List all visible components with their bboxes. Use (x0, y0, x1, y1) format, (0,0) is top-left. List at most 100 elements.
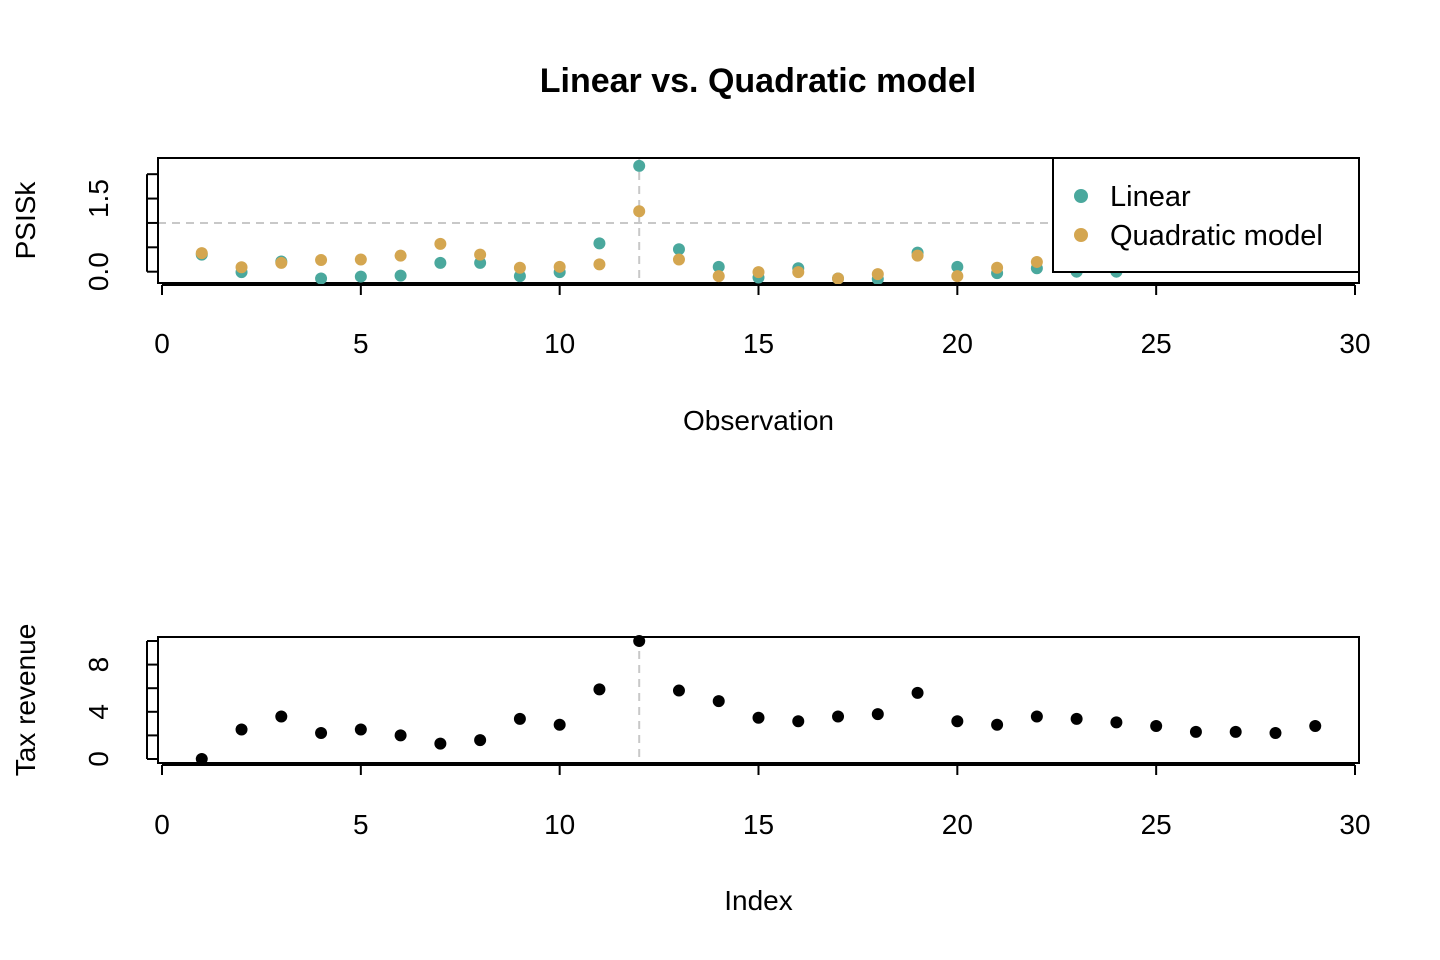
linear-point (434, 256, 447, 269)
quadratic-model-point (951, 270, 964, 283)
x-axis-label: Observation (683, 405, 834, 436)
data-point (1030, 710, 1043, 723)
quadratic-model-point (832, 272, 845, 285)
data-point (315, 727, 328, 740)
data-point (275, 710, 288, 723)
data-point (553, 718, 566, 731)
data-point (752, 711, 765, 724)
quadratic-model-point (871, 268, 884, 281)
quadratic-model-point (354, 253, 367, 266)
data-point (235, 723, 248, 736)
quadratic-model-point (275, 256, 288, 269)
quadratic-model-point (434, 237, 447, 250)
linear-point (315, 272, 328, 285)
x-tick-label: 30 (1339, 328, 1370, 359)
quadratic-model-point (792, 266, 805, 279)
y-axis: 0.0 1.5 (83, 173, 157, 291)
y-axis-label: Tax revenue (10, 624, 41, 777)
data-points (195, 159, 1123, 285)
x-axis: 0 5 10 15 20 25 30 (154, 764, 1371, 840)
y-tick-label: 0 (83, 751, 114, 767)
data-point (354, 723, 367, 736)
data-point (991, 718, 1004, 731)
quadratic-model-point (1030, 255, 1043, 268)
data-point (1229, 725, 1242, 738)
tax-revenue-panel: 0 5 10 15 20 25 30 0 4 8 Index Tax revenue (10, 624, 1371, 916)
x-tick-label: 25 (1141, 809, 1172, 840)
y-tick-label: 4 (83, 704, 114, 720)
linear-point (593, 237, 606, 250)
linear-legend-label: Linear (1110, 181, 1191, 213)
data-point (1070, 712, 1083, 725)
data-point (1110, 716, 1123, 729)
data-point (1269, 727, 1282, 740)
x-axis: 0 5 10 15 20 25 30 (154, 284, 1371, 359)
quadratic-model-point (315, 253, 328, 266)
linear-point (354, 270, 367, 283)
plot-frame (157, 636, 1360, 764)
x-tick-label: 5 (353, 809, 369, 840)
quadratic-model-point (633, 205, 646, 218)
data-point (434, 737, 447, 750)
quadratic-model-point (752, 266, 765, 279)
x-tick-label: 10 (544, 328, 575, 359)
data-point (1150, 719, 1163, 732)
data-point (513, 712, 526, 725)
quadratic-model-point (553, 260, 566, 273)
linear-point (672, 243, 685, 256)
y-tick-label: 1.5 (83, 179, 114, 218)
data-point (911, 686, 924, 699)
data-point (1189, 725, 1202, 738)
x-axis-label: Index (724, 885, 793, 916)
linear-point (951, 260, 964, 273)
x-tick-label: 10 (544, 809, 575, 840)
quadratic-model-legend-label: Quadratic model (1110, 220, 1323, 252)
quadratic-model-point (394, 249, 407, 262)
data-point (1309, 719, 1322, 732)
linear-point (712, 260, 725, 273)
data-point (633, 635, 646, 647)
psisk-panel: 0 5 10 15 20 25 30 0.0 1.5 Observation PSISk Li… (10, 157, 1371, 436)
data-point (394, 729, 407, 742)
linear-legend-marker (1074, 189, 1088, 203)
y-tick-label: 8 (83, 657, 114, 673)
x-tick-label: 20 (942, 328, 973, 359)
quadratic-model-point (235, 261, 248, 274)
y-tick-label: 0.0 (83, 252, 114, 291)
data-point (712, 695, 725, 708)
quadratic-model-point (513, 261, 526, 274)
quadratic-model-point (474, 248, 487, 261)
data-point (474, 734, 487, 747)
x-tick-label: 15 (743, 809, 774, 840)
x-tick-label: 5 (353, 328, 369, 359)
data-point (871, 708, 884, 721)
data-point (593, 683, 606, 696)
legend-box (1052, 157, 1360, 273)
chart-title: Linear vs. Quadratic model (540, 62, 976, 100)
quadratic-model-point (593, 258, 606, 271)
x-tick-label: 0 (154, 328, 170, 359)
legend: Linear Quadratic model (1052, 157, 1360, 273)
x-tick-label: 25 (1141, 328, 1172, 359)
data-points (195, 635, 1322, 765)
data-point (832, 710, 845, 723)
y-axis: 0 4 8 (83, 640, 157, 767)
x-tick-label: 0 (154, 809, 170, 840)
quadratic-model-point (911, 249, 924, 262)
y-axis-label: PSISk (10, 181, 41, 260)
linear-point (474, 256, 487, 269)
quadratic-model-point (672, 253, 685, 266)
data-point (195, 753, 208, 765)
quadratic-model-point (712, 270, 725, 283)
data-point (792, 715, 805, 728)
quadratic-model-legend-marker (1074, 228, 1088, 242)
quadratic-model-point (991, 261, 1004, 274)
quadratic-model-point (195, 247, 208, 260)
linear-point (394, 269, 407, 282)
data-point (672, 684, 685, 697)
x-tick-label: 15 (743, 328, 774, 359)
data-point (951, 715, 964, 728)
linear-point (633, 159, 646, 172)
linear-point (513, 270, 526, 283)
